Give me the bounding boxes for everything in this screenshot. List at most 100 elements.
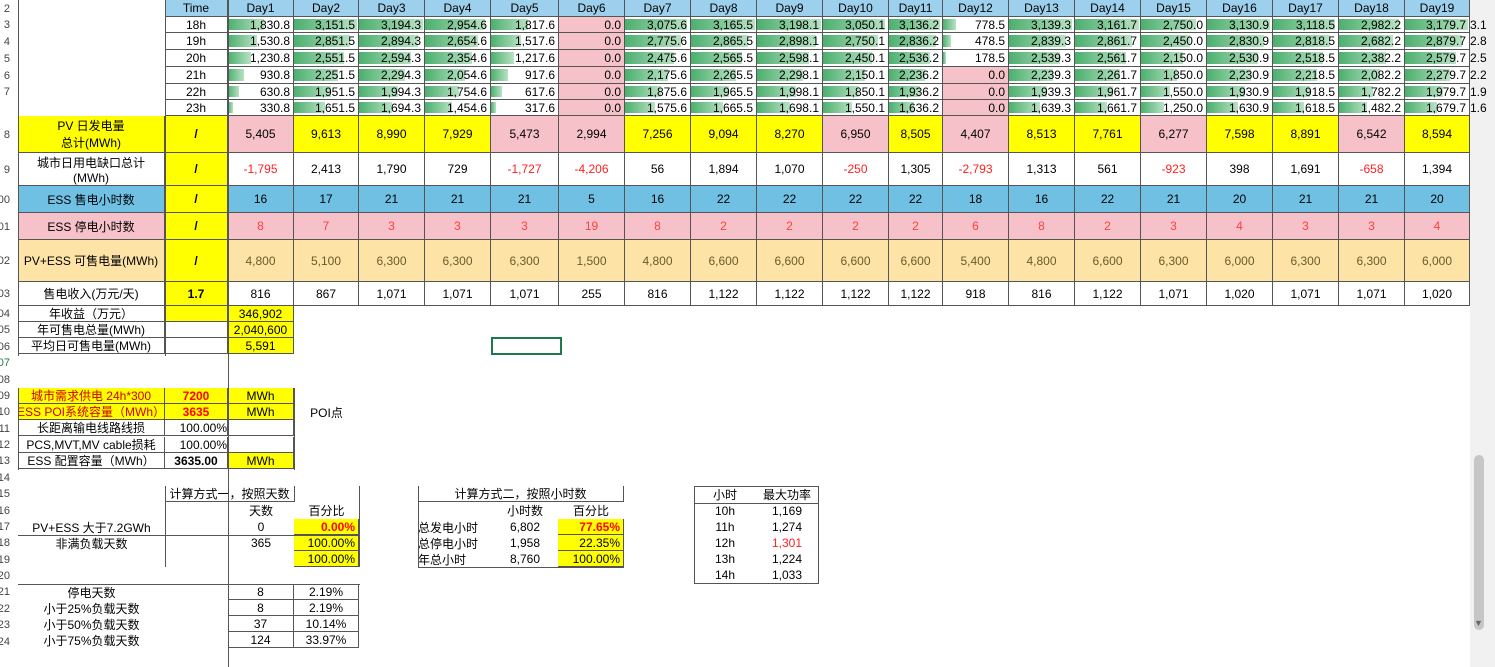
pv_total-value[interactable]: 6,950 [823, 116, 889, 153]
day-header[interactable]: Day7 [625, 0, 691, 17]
hour-value[interactable]: 2,251.5 [294, 67, 359, 84]
hour-value[interactable]: 2,565.5 [691, 50, 757, 67]
hour-value[interactable]: 2,750.0 [1141, 17, 1207, 33]
hour-label[interactable]: 22h [165, 84, 228, 100]
hour-value[interactable]: 617.6 [491, 84, 559, 100]
hour-value[interactable]: 1,665.5 [691, 100, 757, 116]
method1-v2[interactable]: 100.00% [294, 535, 359, 551]
hour-value[interactable]: 3,136.2 [889, 17, 943, 33]
method1-label[interactable] [18, 551, 165, 567]
method2-label[interactable]: 总停电小时 [418, 536, 479, 551]
hour-value[interactable]: 1,951.5 [294, 84, 359, 100]
revenue-value[interactable]: 1,071 [425, 282, 491, 306]
hour-value[interactable]: 917.6 [491, 67, 559, 84]
hour-value[interactable]: 2,054.6 [425, 67, 491, 84]
hour-value[interactable]: 2,082.2 [1339, 67, 1405, 84]
ess_sell_hours-value[interactable]: 21 [1141, 186, 1207, 213]
day-header[interactable]: Day9 [757, 0, 823, 17]
pv_ess_sellable-value[interactable]: 6,300 [1273, 240, 1339, 282]
hour-value[interactable]: 1,630.9 [1207, 100, 1273, 116]
hour-value[interactable]: 1,875.6 [625, 84, 691, 100]
hour-value[interactable]: 2,230.9 [1207, 67, 1273, 84]
hour-value[interactable]: 1,250.0 [1141, 100, 1207, 116]
pv_ess_sellable-value[interactable]: 6,600 [823, 240, 889, 282]
outage-v2[interactable]: 10.14% [294, 616, 359, 632]
outage-v1[interactable]: 8 [228, 600, 294, 616]
pv_total-value[interactable]: 9,094 [691, 116, 757, 153]
city_gap-value[interactable]: 729 [425, 153, 491, 186]
ess_sell_hours-value[interactable]: 17 [294, 186, 359, 213]
ess_stop_hours-value[interactable]: 4 [1207, 213, 1273, 240]
row-number[interactable]: 10 [0, 406, 10, 418]
hour-value[interactable]: 2,879.7 [1405, 33, 1470, 50]
revenue-value[interactable]: 1,071 [1339, 282, 1405, 306]
hour-value[interactable]: 3,151.5 [294, 17, 359, 33]
ess_sell_hours-value[interactable]: 22 [757, 186, 823, 213]
maxpower-hour[interactable]: 10h [714, 504, 736, 518]
revenue-value[interactable]: 1,122 [823, 282, 889, 306]
param-label[interactable]: PCS,MVT,MV cable损耗 [18, 437, 165, 453]
total-spacer[interactable] [165, 322, 228, 338]
hour-value[interactable]: 478.5 [943, 33, 1009, 50]
method2-label[interactable]: 总发电小时 [418, 520, 479, 535]
hour-value[interactable]: 2,818.5 [1273, 33, 1339, 50]
city_gap-value[interactable]: -2,793 [943, 153, 1009, 186]
row-number[interactable]: 05 [0, 324, 10, 336]
active-cell-selection[interactable] [491, 337, 562, 355]
row-number[interactable]: 03 [0, 288, 10, 300]
row-number[interactable]: 5 [3, 52, 10, 65]
ess_sell_hours-value[interactable]: 22 [691, 186, 757, 213]
hour-value[interactable]: 1,530.8 [228, 33, 294, 50]
revenue-unit[interactable]: 1.7 [165, 282, 228, 306]
outage-v2[interactable]: 2.19% [294, 600, 359, 616]
outage-v2[interactable]: 2.19% [294, 584, 359, 600]
ess_stop_hours-value[interactable]: 3 [425, 213, 491, 240]
row-number[interactable]: 01 [0, 220, 10, 233]
row-number[interactable]: 9 [3, 163, 10, 176]
ess_stop_hours-value[interactable]: 6 [943, 213, 1009, 240]
ess_stop_hours-value[interactable]: 3 [1339, 213, 1405, 240]
pv_total-value[interactable]: 8,891 [1273, 116, 1339, 153]
ess_stop_hours-value[interactable]: 19 [559, 213, 625, 240]
hour-value[interactable]: 2,894.3 [359, 33, 425, 50]
pv_total-value[interactable]: 5,405 [228, 116, 294, 153]
row-number[interactable]: 17 [0, 521, 10, 533]
hour-value[interactable]: 3,165.5 [691, 17, 757, 33]
param-unit[interactable]: MWh [228, 404, 294, 420]
hour-value[interactable]: 2,265.5 [691, 67, 757, 84]
hour-value[interactable]: 2,298.1 [757, 67, 823, 84]
revenue-value[interactable]: 1,071 [1141, 282, 1207, 306]
hour-value[interactable]: 2,861.7 [1075, 33, 1141, 50]
hour-value[interactable]: 2,175.6 [625, 67, 691, 84]
revenue-value[interactable]: 1,122 [691, 282, 757, 306]
hour-value[interactable]: 2,594.3 [359, 50, 425, 67]
param-value[interactable]: 7200 [165, 388, 228, 404]
method2-label[interactable]: 年总小时 [418, 552, 467, 567]
ess_sell_hours-value[interactable]: 22 [889, 186, 943, 213]
pv_ess_sellable-value[interactable]: 5,100 [294, 240, 359, 282]
hour-label[interactable]: 18h [165, 17, 228, 33]
city_gap-value[interactable]: -1,727 [491, 153, 559, 186]
row-number[interactable]: 02 [0, 255, 10, 267]
pv_total-value[interactable]: 4,407 [943, 116, 1009, 153]
method2-v1[interactable]: 8,760 [509, 552, 541, 566]
hour-value[interactable]: 1,661.7 [1075, 100, 1141, 116]
day-header[interactable]: Day16 [1207, 0, 1273, 17]
method2-v2[interactable]: 100.00% [558, 551, 624, 567]
total-value[interactable]: 2,040,600 [228, 322, 294, 338]
hour-value[interactable]: 2,294.3 [359, 67, 425, 84]
ess_stop_hours-value[interactable]: 3 [1273, 213, 1339, 240]
pv_ess_sellable-value[interactable]: 6,300 [359, 240, 425, 282]
total-spacer[interactable] [165, 306, 228, 322]
day-header[interactable]: Day6 [559, 0, 625, 17]
ess_sell_hours-unit[interactable]: / [165, 186, 228, 213]
revenue-value[interactable]: 1,020 [1405, 282, 1470, 306]
revenue-value[interactable]: 816 [228, 282, 294, 306]
ess_stop_hours-value[interactable]: 4 [1405, 213, 1470, 240]
method1-v1[interactable]: 0 [257, 520, 265, 534]
row-number[interactable]: 14 [0, 471, 10, 484]
hour-value[interactable]: 1,936.2 [889, 84, 943, 100]
hour-value[interactable]: 1,651.5 [294, 100, 359, 116]
hour-value[interactable]: 2,982.2 [1339, 17, 1405, 33]
pv_total-value[interactable]: 6,277 [1141, 116, 1207, 153]
